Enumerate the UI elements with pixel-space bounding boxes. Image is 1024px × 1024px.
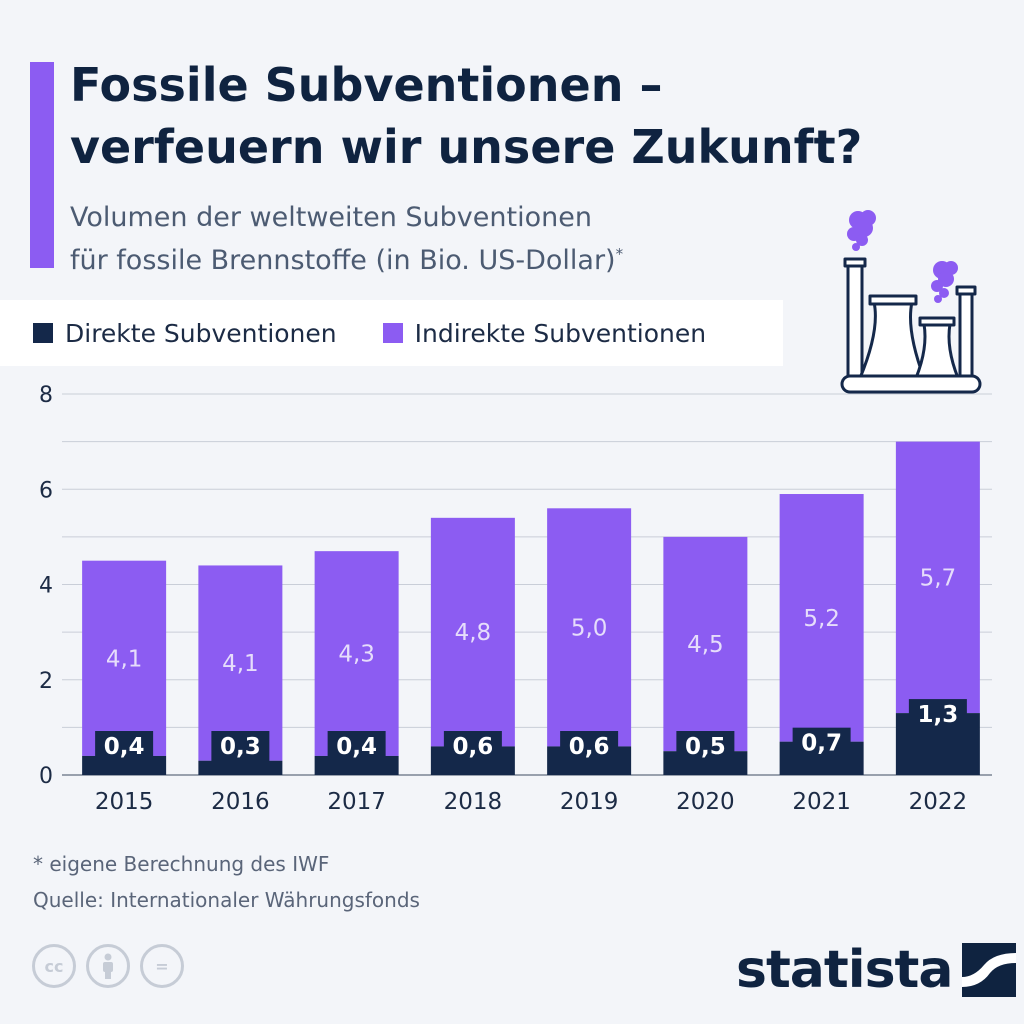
x-tick-label: 2020	[676, 789, 735, 815]
statista-logo-icon	[962, 943, 1017, 997]
direct-label-box	[211, 731, 270, 761]
statista-logo[interactable]: statista	[736, 940, 1017, 1000]
nd-icon-label: =	[155, 956, 169, 976]
footnote: * eigene Berechnung des IWF Quelle: Inte…	[33, 846, 420, 918]
data-label-direct: 0,4	[104, 734, 145, 760]
data-label-direct: 0,6	[453, 734, 494, 760]
x-tick-label: 2021	[792, 789, 851, 815]
direct-label-box	[908, 699, 967, 730]
direct-label-box	[792, 727, 851, 758]
legend-label-direct: Direkte Subventionen	[65, 318, 337, 348]
x-tick-label: 2016	[211, 789, 270, 815]
chart-subtitle-line-2: für fossile Brennstoffe (in Bio. US-Doll…	[70, 236, 810, 279]
chart-subtitle: Volumen der weltweiten Subventionen für …	[70, 200, 810, 279]
y-tick-label: 0	[39, 764, 53, 789]
x-axis-tick-labels: 2015 2016 2017 2018 2019 2020 2021 2022	[95, 789, 967, 815]
data-label-direct: 0,7	[801, 731, 842, 757]
chart-title-line-2: verfeuern wir unsere Zukunft?	[70, 120, 863, 174]
direct-label-box	[327, 731, 386, 761]
legend-label-indirect: Indirekte Subventionen	[414, 318, 707, 348]
x-tick-label: 2019	[560, 789, 619, 815]
y-tick-label: 6	[39, 478, 53, 503]
data-label-indirect: 4,1	[222, 651, 259, 677]
bar-direct	[198, 760, 283, 775]
stacked-bar-chart: 0 2 4 6 8 0,4 4,1 0,3 4,1 0,4 4,3 0,6 4,8 0,6 5,0 0,5 4…	[39, 383, 992, 815]
subtitle-footnote-marker: *	[615, 245, 624, 263]
data-label-direct: 0,4	[336, 734, 377, 760]
data-label-direct: 1,3	[918, 702, 959, 728]
data-label-indirect: 4,3	[338, 642, 375, 668]
data-label-indirect: 5,0	[571, 615, 608, 641]
power-plant-icon	[840, 210, 982, 394]
bar-indirect	[82, 560, 167, 756]
chart-legend: Direkte Subventionen Indirekte Subventio…	[0, 300, 783, 366]
direct-label-box	[676, 731, 735, 761]
bar-indirect	[663, 536, 748, 752]
legend-swatch-indirect	[382, 323, 403, 343]
data-label-indirect: 5,7	[920, 565, 957, 591]
x-tick-label: 2018	[444, 789, 503, 815]
y-axis-tick-labels: 0 2 4 6 8	[39, 383, 53, 789]
data-label-indirect: 4,5	[687, 632, 724, 658]
bar-indirect	[198, 565, 283, 761]
bars: 0,4 4,1 0,3 4,1 0,4 4,3 0,6 4,8 0,6 5,0 0,5 4,5 0,7 5…	[82, 441, 980, 775]
license-icons: cc =	[32, 944, 184, 988]
bar-indirect	[895, 441, 980, 714]
data-label-direct: 0,5	[685, 734, 726, 760]
bar-indirect	[430, 517, 515, 747]
title-accent-bar	[30, 62, 54, 268]
nd-icon[interactable]: =	[140, 944, 184, 988]
cc-icon-label: cc	[44, 956, 64, 976]
x-tick-label: 2022	[909, 789, 968, 815]
chart-title-line-1: Fossile Subventionen –	[70, 58, 663, 112]
y-tick-label: 2	[39, 669, 53, 694]
x-tick-label: 2017	[327, 789, 386, 815]
direct-label-box	[95, 731, 154, 761]
data-label-indirect: 4,8	[455, 620, 492, 646]
legend-item-indirect: Indirekte Subventionen	[382, 318, 707, 348]
statista-logo-text: statista	[736, 940, 953, 1000]
y-tick-label: 4	[39, 574, 53, 599]
chart-subtitle-line-2-text: für fossile Brennstoffe (in Bio. US-Doll…	[70, 245, 616, 276]
chart-subtitle-line-1: Volumen der weltweiten Subventionen	[70, 202, 592, 233]
y-tick-label: 8	[39, 383, 53, 408]
bar-indirect	[314, 551, 399, 756]
bar-indirect	[779, 494, 864, 742]
legend-item-direct: Direkte Subventionen	[33, 319, 337, 348]
x-tick-label: 2015	[95, 789, 154, 815]
person-icon	[103, 953, 113, 979]
legend-swatch-direct	[33, 323, 53, 343]
bar-indirect	[547, 508, 632, 747]
direct-label-box	[443, 731, 502, 761]
data-label-direct: 0,6	[569, 734, 610, 760]
data-label-indirect: 4,1	[106, 646, 143, 672]
footnote-note: * eigene Berechnung des IWF	[33, 852, 330, 876]
by-icon[interactable]	[86, 944, 130, 988]
cc-icon[interactable]: cc	[32, 944, 76, 988]
data-label-indirect: 5,2	[803, 606, 840, 632]
chart-title: Fossile Subventionen – verfeuern wir uns…	[70, 54, 1010, 178]
direct-label-box	[560, 731, 619, 761]
footnote-source: Quelle: Internationaler Währungsfonds	[33, 888, 420, 912]
data-label-direct: 0,3	[220, 734, 261, 760]
